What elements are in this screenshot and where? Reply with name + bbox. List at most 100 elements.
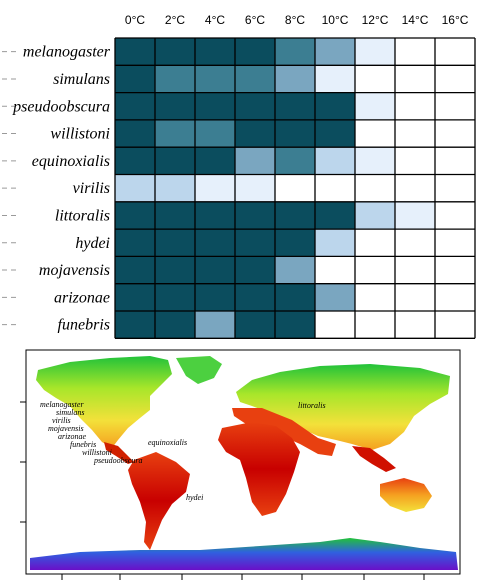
greenland <box>176 356 222 384</box>
row-label: mojavensis <box>39 262 110 279</box>
heatmap-cell <box>435 283 475 311</box>
heatmap-cell <box>435 174 475 202</box>
map-label: arizonae <box>58 432 86 441</box>
map-label: funebris <box>70 440 96 449</box>
heatmap-cell <box>195 38 235 66</box>
heatmap-cell <box>395 256 435 284</box>
central-america <box>104 442 134 464</box>
heatmap-cell <box>115 174 155 202</box>
map-label: mojavensis <box>48 424 84 433</box>
heatmap-cell <box>115 119 155 148</box>
heatmap-cell <box>315 201 355 230</box>
heatmap-cell <box>355 174 395 202</box>
heatmap-cell <box>155 92 195 120</box>
column-label: 16°C <box>442 13 469 27</box>
heatmap-cell <box>435 147 475 175</box>
map-label: virilis <box>52 416 71 425</box>
heatmap-cell <box>315 119 355 148</box>
heatmap-cell <box>275 229 315 257</box>
heatmap-cell <box>115 92 155 120</box>
heatmap-cell <box>435 311 475 339</box>
heatmap-cell <box>235 92 275 120</box>
heatmap-cell <box>315 147 355 175</box>
heatmap-cell <box>235 256 275 284</box>
heatmap-cell <box>155 147 195 175</box>
heatmap-cell <box>115 256 155 284</box>
heatmap-cell <box>195 119 235 148</box>
row-label: funebris <box>58 317 110 334</box>
column-label: 0°C <box>125 13 145 27</box>
row-label: littoralis <box>55 207 110 224</box>
heatmap-cell <box>395 201 435 230</box>
heatmap-cell <box>235 38 275 66</box>
cold-tolerance-heatmap: 0°C 2°C 4°C 6°C 8°C 10°C 12°C 14°C 16°C melanoga… <box>2 13 476 339</box>
heatmap-cell <box>155 201 195 230</box>
australia <box>380 478 432 512</box>
map-label: willistoni <box>82 448 112 457</box>
heatmap-cell <box>115 147 155 175</box>
heatmap-cell <box>315 38 355 66</box>
heatmap-cell <box>115 311 155 339</box>
row-label: hydei <box>75 235 110 252</box>
heatmap-cell <box>315 283 355 311</box>
heatmap-cell <box>315 256 355 284</box>
heatmap-cell <box>315 229 355 257</box>
heatmap-cell <box>235 283 275 311</box>
heatmap-cell <box>395 229 435 257</box>
column-labels: 0°C 2°C 4°C 6°C 8°C 10°C 12°C 14°C 16°C <box>125 13 469 27</box>
heatmap-cell <box>235 229 275 257</box>
heatmap-cell <box>235 147 275 175</box>
heatmap-cells <box>115 38 475 339</box>
heatmap-cell <box>155 311 195 339</box>
heatmap-cell <box>235 174 275 202</box>
heatmap-cell <box>275 119 315 148</box>
heatmap-cell <box>275 201 315 230</box>
map-label: pseudoobscura <box>93 456 142 465</box>
heatmap-cell <box>195 256 235 284</box>
heatmap-cell <box>395 174 435 202</box>
north-america <box>36 356 172 448</box>
heatmap-cell <box>275 256 315 284</box>
row-label: simulans <box>53 71 110 88</box>
heatmap-cell <box>155 283 195 311</box>
heatmap-cell <box>195 283 235 311</box>
heatmap-cell <box>275 147 315 175</box>
heatmap-cell <box>155 38 195 66</box>
heatmap-cell <box>195 229 235 257</box>
column-label: 10°C <box>322 13 349 27</box>
heatmap-cell <box>275 283 315 311</box>
map-label: hydei <box>186 493 203 502</box>
heatmap-cell <box>235 65 275 93</box>
heatmap-cell <box>315 65 355 93</box>
heatmap-cell <box>355 38 395 66</box>
heatmap-cell <box>195 65 235 93</box>
africa <box>218 422 300 516</box>
heatmap-cell <box>355 201 395 230</box>
map-label: melanogaster <box>40 400 84 409</box>
heatmap-cell <box>155 119 195 148</box>
column-label: 14°C <box>402 13 429 27</box>
column-label: 2°C <box>165 13 185 27</box>
heatmap-cell <box>115 65 155 93</box>
heatmap-cell <box>435 38 475 66</box>
heatmap-cell <box>315 92 355 120</box>
heatmap-cell <box>435 201 475 230</box>
heatmap-cell <box>275 92 315 120</box>
heatmap-cell <box>435 92 475 120</box>
map-label: equinoxialis <box>148 438 187 447</box>
heatmap-cell <box>355 283 395 311</box>
heatmap-cell <box>195 92 235 120</box>
heatmap-cell <box>435 229 475 257</box>
world-temperature-map: melanogastersimulansvirilismojavensisari… <box>20 349 461 580</box>
heatmap-cell <box>355 147 395 175</box>
heatmap-cell <box>235 119 275 148</box>
row-label: virilis <box>73 180 110 197</box>
heatmap-grid <box>114 37 476 339</box>
heatmap-cell <box>275 38 315 66</box>
map-axis-ticks <box>20 401 425 580</box>
heatmap-cell <box>155 256 195 284</box>
eurasia <box>236 364 450 450</box>
heatmap-cell <box>395 38 435 66</box>
heatmap-cell <box>275 311 315 339</box>
heatmap-cell <box>115 229 155 257</box>
